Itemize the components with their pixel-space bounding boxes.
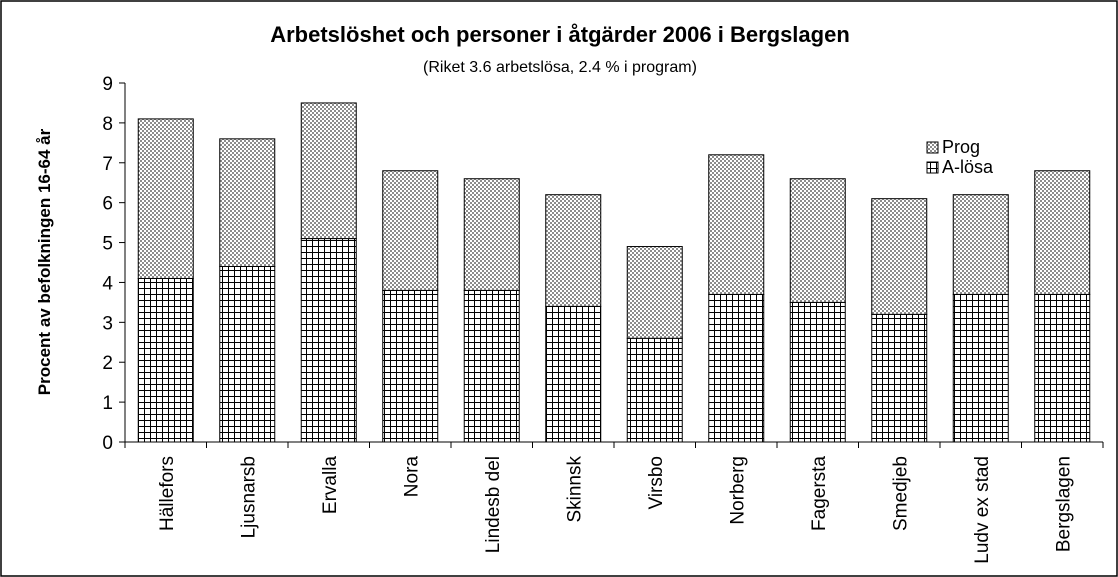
bar-segment bbox=[463, 178, 520, 291]
bar-segment bbox=[952, 293, 1009, 443]
x-tick-label: Norberg bbox=[727, 456, 748, 525]
bar-segment bbox=[382, 170, 439, 291]
y-tick-label: 5 bbox=[102, 234, 113, 255]
bar-segment bbox=[952, 194, 1009, 295]
bar-segment bbox=[545, 194, 602, 307]
x-tick-label: Virsbo bbox=[646, 456, 667, 510]
chart-title: Arbetslöshet och personer i åtgärder 200… bbox=[270, 22, 850, 47]
legend-swatch bbox=[926, 141, 939, 154]
y-axis-label: Procent av befolkningen 16-64 år bbox=[35, 128, 54, 395]
bar-segment bbox=[382, 289, 439, 443]
legend-label: A-lösa bbox=[942, 157, 994, 177]
bar-segment bbox=[626, 337, 683, 443]
x-tick-label: Ljusnarsb bbox=[238, 456, 259, 538]
bar-segment bbox=[789, 301, 846, 443]
bar-segment bbox=[871, 198, 928, 315]
bar-segment bbox=[708, 293, 765, 443]
bar-segment bbox=[219, 265, 276, 443]
bar-segment bbox=[789, 178, 846, 303]
y-tick-label: 8 bbox=[102, 114, 113, 135]
x-tick-label: Skinnsk bbox=[564, 456, 585, 523]
bar-segment bbox=[137, 277, 194, 443]
y-tick-label: 2 bbox=[102, 353, 113, 374]
bar-segment bbox=[708, 154, 765, 295]
y-tick-label: 9 bbox=[102, 74, 113, 95]
y-tick-label: 7 bbox=[102, 154, 113, 175]
x-tick-label: Fagersta bbox=[809, 456, 830, 531]
bar-segment bbox=[219, 138, 276, 267]
bar-segment bbox=[137, 118, 194, 279]
y-tick-label: 0 bbox=[102, 433, 113, 454]
bar-segment bbox=[871, 313, 928, 443]
bar-segment bbox=[463, 289, 520, 443]
x-tick-label: Ervalla bbox=[320, 456, 341, 515]
bar-segment bbox=[300, 102, 357, 240]
bar-segment bbox=[300, 238, 357, 443]
x-tick-label: Bergslagen bbox=[1053, 456, 1074, 552]
legend-swatch bbox=[926, 161, 939, 174]
x-tick-label: Nora bbox=[401, 456, 422, 498]
bar-segment bbox=[545, 305, 602, 443]
y-tick-label: 6 bbox=[102, 194, 113, 215]
legend-label: Prog bbox=[942, 137, 980, 157]
x-tick-label: Smedjeb bbox=[890, 456, 911, 531]
y-tick-label: 1 bbox=[102, 393, 113, 414]
x-tick-label: Ludv ex stad bbox=[972, 456, 993, 564]
bar-segment bbox=[1034, 293, 1091, 443]
bar-segment bbox=[1034, 170, 1091, 295]
y-tick-label: 3 bbox=[102, 313, 113, 334]
chart-subtitle: (Riket 3.6 arbetslösa, 2.4 % i program) bbox=[423, 59, 697, 76]
x-tick-label: Hällefors bbox=[157, 456, 178, 531]
x-tick-label: Lindesb del bbox=[483, 456, 504, 553]
y-tick-label: 4 bbox=[102, 273, 113, 294]
bar-segment bbox=[626, 246, 683, 339]
